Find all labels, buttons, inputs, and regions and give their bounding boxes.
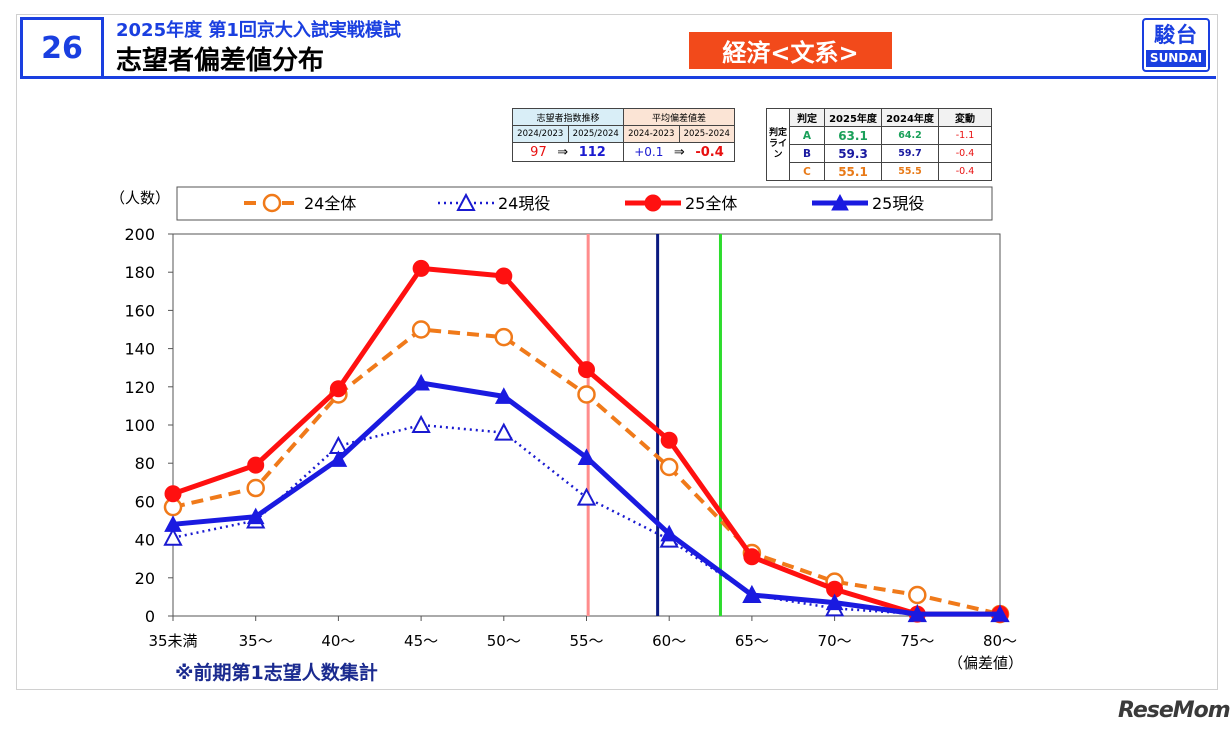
- data-point: [163, 527, 183, 546]
- index-to: 112: [578, 144, 606, 160]
- sundai-logo: 駿台 SUNDAI: [1142, 18, 1210, 72]
- data-point: [825, 593, 844, 611]
- category-badge: 経済<文系>: [689, 32, 892, 69]
- arrow-icon: ⇒: [557, 144, 569, 160]
- grade-c-2025: 55.1: [824, 162, 882, 181]
- legend-marker: [831, 193, 849, 211]
- data-point: [411, 320, 431, 339]
- legend-marker: [644, 194, 662, 212]
- data-point: [577, 448, 596, 465]
- data-point: [329, 380, 347, 398]
- year2025-header: 2025年度: [824, 108, 882, 127]
- data-point: [991, 605, 1009, 622]
- data-point: [329, 450, 348, 467]
- data-point: [247, 456, 265, 474]
- change-header: 変動: [938, 108, 992, 127]
- applicant-index-values: 97 ⇒ 112: [512, 142, 624, 162]
- data-point: [495, 267, 513, 285]
- legend-label: 25現役: [872, 194, 924, 213]
- x-tick-label: 50～: [487, 632, 521, 650]
- y-tick-label: 80: [135, 454, 155, 473]
- data-point: [743, 585, 761, 603]
- data-point: [246, 507, 265, 525]
- grade-b-2025: 59.3: [824, 144, 882, 163]
- period-label: 2024-2023: [623, 125, 680, 143]
- y-tick-label: 140: [124, 340, 155, 359]
- y-tick-label: 60: [135, 492, 155, 511]
- page-title: 志望者偏差値分布: [116, 46, 325, 76]
- data-point: [494, 422, 514, 441]
- slide-number: 26: [20, 17, 104, 79]
- x-axis-label: （偏差値）: [948, 654, 1023, 672]
- title-underline: [104, 76, 1216, 79]
- legend-box: [176, 186, 993, 221]
- data-point: [908, 605, 927, 622]
- x-tick-label: 35～: [239, 632, 273, 650]
- data-point: [578, 361, 595, 379]
- series-line-3: [172, 265, 1000, 617]
- y-tick-label: 100: [124, 416, 155, 435]
- data-point: [577, 385, 596, 404]
- avg-deviation-values: +0.1 ⇒ -0.4: [623, 142, 735, 162]
- deviation-from: +0.1: [634, 144, 664, 159]
- y-tick-label: 120: [124, 378, 155, 397]
- year2024-header: 2024年度: [881, 108, 939, 127]
- deviation-to: -0.4: [695, 144, 724, 160]
- resemom-watermark: ReseMom: [1118, 698, 1231, 723]
- x-tick-label: 40～: [321, 632, 355, 650]
- period-label: 2025/2024: [567, 125, 624, 143]
- x-tick-label: 65～: [735, 632, 769, 650]
- data-point: [743, 548, 761, 566]
- legend-label: 24全体: [304, 194, 356, 213]
- data-point: [412, 373, 430, 391]
- y-tick-label: 180: [124, 263, 155, 282]
- data-point: [164, 515, 182, 532]
- x-tick-label: 55～: [569, 632, 603, 650]
- legend-marker: [262, 193, 282, 213]
- grade-c-change: -0.4: [938, 162, 992, 181]
- x-tick-label: 45～: [404, 632, 438, 650]
- x-tick-label: 35未満: [148, 632, 197, 650]
- legend-label: 24現役: [498, 194, 550, 213]
- period-label: 2025-2024: [678, 125, 735, 143]
- y-tick-label: 20: [135, 569, 155, 588]
- index-from: 97: [530, 144, 547, 160]
- grade-c-2024: 55.5: [881, 162, 939, 181]
- legend-label: 25全体: [685, 194, 737, 213]
- applicant-index-table: 志望者指数推移 平均偏差値差 2024/2023 2025/2024 2024-…: [512, 108, 735, 162]
- data-point: [246, 478, 265, 498]
- data-point: [660, 431, 678, 449]
- data-point: [576, 487, 597, 506]
- x-tick-label: 70～: [818, 632, 852, 650]
- legend-marker: [456, 192, 476, 211]
- judgement-line-table: 判定ライン 判定 2025年度 2024年度 変動 A 63.1 64.2 -1…: [766, 108, 992, 181]
- exam-subtitle: 2025年度 第1回京大入試実戦模試: [116, 20, 401, 41]
- y-tick-label: 0: [145, 607, 155, 626]
- y-tick-label: 40: [135, 531, 155, 550]
- y-tick-label: 160: [124, 301, 155, 320]
- logo-english: SUNDAI: [1146, 50, 1206, 67]
- x-tick-label: 80～: [983, 632, 1017, 650]
- data-point: [164, 485, 182, 503]
- y-tick-label: 200: [124, 225, 155, 244]
- data-point: [411, 414, 431, 433]
- x-tick-label: 75～: [900, 632, 934, 650]
- logo-kanji: 駿台: [1154, 23, 1198, 47]
- data-point: [494, 387, 513, 404]
- arrow-icon: ⇒: [673, 144, 685, 160]
- data-point: [660, 524, 679, 542]
- applicant-index-header: 志望者指数推移: [512, 108, 624, 126]
- footnote: ※前期第1志望人数集計: [175, 662, 378, 684]
- data-point: [494, 327, 514, 347]
- data-point: [412, 259, 430, 277]
- y-axis-label: （人数）: [110, 189, 170, 207]
- data-point: [659, 457, 679, 477]
- data-point: [908, 585, 927, 605]
- x-tick-label: 60～: [652, 632, 686, 650]
